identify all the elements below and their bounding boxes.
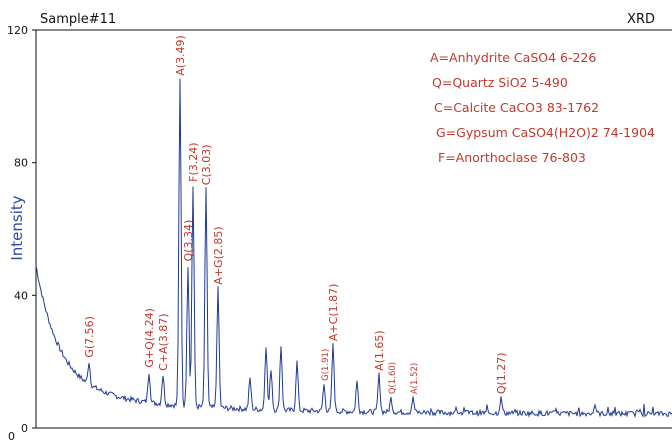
y-tick-label: 40 xyxy=(14,289,28,302)
peak-label: Q(1.60) xyxy=(388,362,398,394)
y-ticks: 120 80 40 0 xyxy=(7,24,36,435)
peak-label: Q(3.34) xyxy=(182,220,195,262)
peak-label: A+C(1.87) xyxy=(327,284,340,342)
peak-label: G+Q(4.24) xyxy=(143,308,156,367)
legend-entry: A=Anhydrite CaSO4 6-226 xyxy=(430,50,596,65)
y-tick-label: 120 xyxy=(7,24,28,37)
peak-labels: G(7.56) G+Q(4.24) C+A(3.87) A(3.49) Q(3.34) F… xyxy=(83,35,508,394)
xrd-series-line xyxy=(35,78,672,419)
legend-entry: Q=Quartz SiO2 5-490 xyxy=(432,75,568,90)
peak-label: G(7.56) xyxy=(83,316,96,358)
peak-label: A(1.65) xyxy=(373,330,386,371)
peak-label: F(3.24) xyxy=(187,142,200,181)
chart-title: XRD xyxy=(627,12,655,27)
legend-entry: C=Calcite CaCO3 83-1762 xyxy=(434,100,599,115)
y-tick-label: 0 xyxy=(21,422,28,435)
legend-entry: F=Anorthoclase 76-803 xyxy=(438,150,586,165)
sample-label: Sample#11 xyxy=(40,12,116,27)
legend-entry: G=Gypsum CaSO4(H2O)2 74-1904 xyxy=(436,125,655,140)
peak-label: G(1.91) xyxy=(321,349,331,381)
peak-label: A(1.52) xyxy=(410,363,420,394)
y-axis-label: Intensity xyxy=(8,195,26,260)
peak-label: C+A(3.87) xyxy=(157,313,170,371)
y-tick-label: 80 xyxy=(14,157,28,170)
x-tick-first: 0 xyxy=(8,430,15,442)
peak-label: A(3.49) xyxy=(174,35,187,76)
peak-label: C(3.03) xyxy=(200,144,213,185)
peak-label: Q(1.27) xyxy=(495,352,508,394)
peak-label: A+G(2.85) xyxy=(212,226,225,284)
legend: A=Anhydrite CaSO4 6-226 Q=Quartz SiO2 5-4… xyxy=(430,50,655,165)
